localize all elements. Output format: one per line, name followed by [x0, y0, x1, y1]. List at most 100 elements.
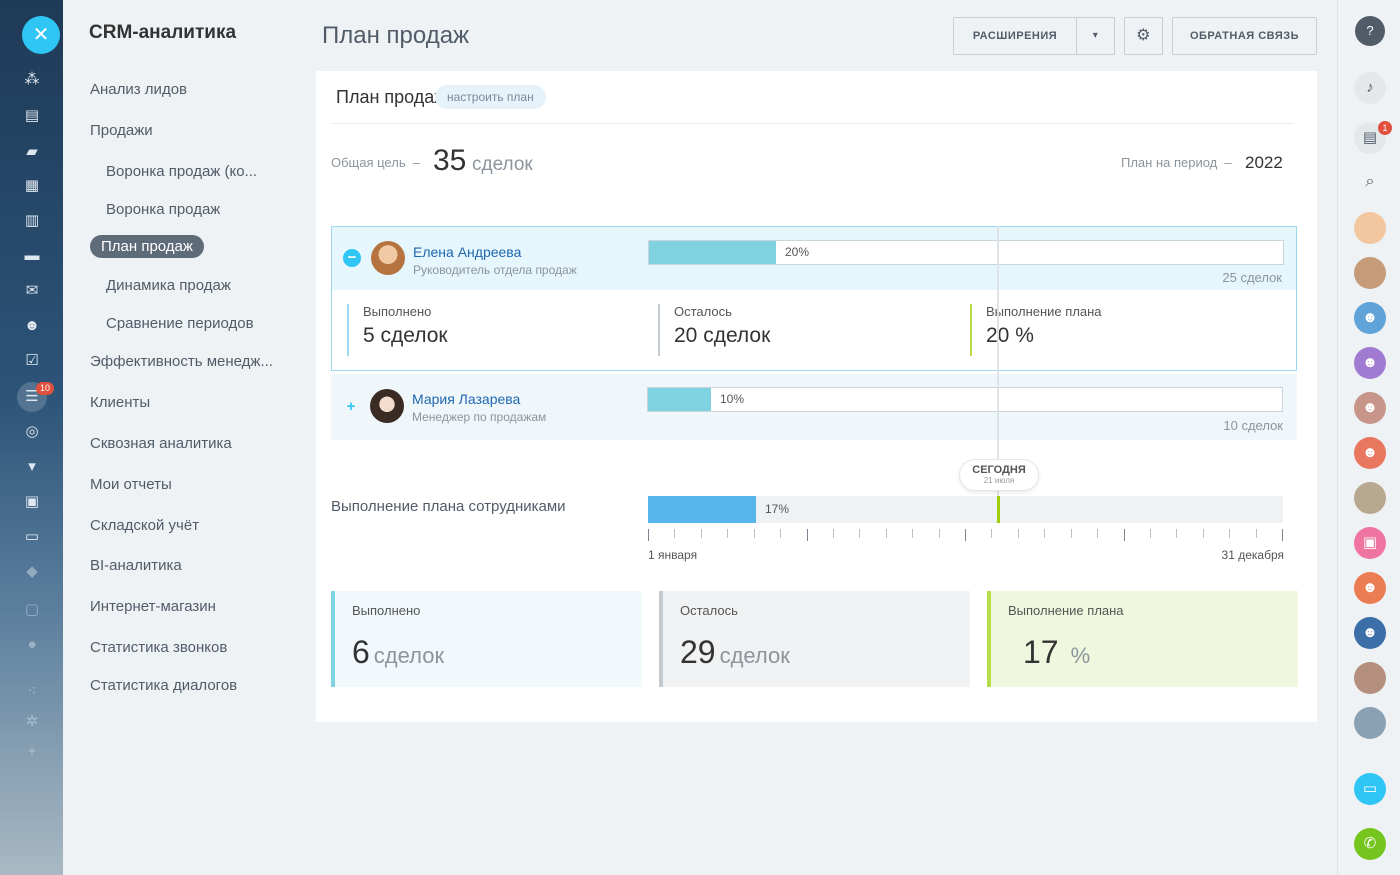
extensions-button[interactable]: РАСШИРЕНИЯ	[953, 17, 1077, 55]
calendar-icon[interactable]: ▦	[24, 177, 40, 194]
employee-progress-pct: 20%	[785, 245, 810, 259]
page-title: План продаж	[322, 22, 470, 49]
menu-item-leads[interactable]: Анализ лидов	[90, 81, 188, 98]
avatar[interactable]	[1354, 257, 1386, 289]
crm-analytics-menu: CRM-аналитика Анализ лидов Продажи Ворон…	[63, 0, 313, 875]
timeline-tick	[965, 529, 966, 541]
menu-item-warehouse[interactable]: Складской учёт	[90, 517, 200, 534]
timeline-tick	[833, 529, 834, 538]
group-chat-icon[interactable]: ☻	[1354, 302, 1386, 334]
summary-left: Осталось 29 сделок	[659, 591, 970, 687]
group-chat-icon[interactable]: ☻	[1354, 347, 1386, 379]
left-rail: ✕ ⁂ ▤ ▰ ▦ ▥ ▬ ✉ ☻ ☑ ☰ 10 ◎ ▾ ▣ ▭ ◆ ▢ ● ⁖…	[0, 0, 63, 875]
employee-progress-pct: 10%	[720, 392, 745, 406]
menu-item-eshop[interactable]: Интернет-магазин	[90, 598, 216, 615]
menu-item-compare[interactable]: Сравнение периодов	[106, 315, 254, 332]
contact-card-icon[interactable]: ▣	[24, 493, 40, 510]
menu-item-bi[interactable]: BI-аналитика	[90, 557, 182, 574]
menu-item-clients[interactable]: Клиенты	[90, 394, 151, 411]
configure-plan-button[interactable]: настроить план	[435, 85, 546, 109]
goal-label: Общая цель –	[331, 155, 421, 170]
check-circle-icon[interactable]: ●	[27, 636, 37, 653]
menu-item-funnel-co[interactable]: Воронка продаж (ко...	[106, 163, 258, 180]
timeline-tick	[859, 529, 860, 538]
employee-progress-fill	[649, 241, 776, 264]
card-title: План продаж	[336, 87, 447, 107]
search-icon[interactable]: ⌕	[1365, 173, 1375, 190]
avatar[interactable]	[1354, 662, 1386, 694]
stat-left: Осталось 20 сделок	[658, 304, 770, 356]
menu-item-sales[interactable]: Продажи	[90, 122, 153, 139]
timeline-tick	[886, 529, 887, 538]
screen-share-icon[interactable]: ▭	[1354, 773, 1386, 805]
box-icon[interactable]: ◆	[26, 563, 38, 580]
employee-progress-fill	[648, 388, 711, 411]
avatar[interactable]	[1354, 482, 1386, 514]
timeline-tick	[727, 529, 728, 538]
expand-icon[interactable]: +	[346, 398, 356, 415]
phone-icon[interactable]: ✆	[1354, 828, 1386, 860]
menu-item-efficiency[interactable]: Эффективность менедж...	[90, 353, 273, 370]
goal-value: 35	[433, 144, 467, 177]
timeline-tick	[780, 529, 781, 538]
timeline-ticks	[648, 529, 1283, 541]
collapse-icon[interactable]: −	[343, 249, 361, 267]
menu-item-end-to-end[interactable]: Сквозная аналитика	[90, 435, 232, 452]
total-progress-pct: 17%	[765, 502, 790, 516]
chat-badge: 1	[1378, 121, 1392, 135]
menu-title: CRM-аналитика	[89, 22, 237, 43]
group-chat-icon[interactable]: ☻	[1354, 572, 1386, 604]
divider	[331, 123, 1294, 124]
avatar[interactable]	[1354, 707, 1386, 739]
plus-icon[interactable]: +	[27, 743, 37, 760]
menu-item-my-reports[interactable]: Мои отчеты	[90, 476, 172, 493]
image-icon[interactable]: ▢	[24, 601, 40, 618]
crm-icon[interactable]: ☰	[25, 388, 39, 405]
timeline-tick	[1229, 529, 1230, 538]
timeline-tick	[1124, 529, 1125, 541]
today-marker: СЕГОДНЯ 21 июля	[959, 459, 1039, 491]
bell-icon[interactable]: ♪	[1354, 72, 1386, 104]
employee-goal: 25 сделок	[1222, 270, 1282, 285]
menu-item-dynamics[interactable]: Динамика продаж	[106, 277, 231, 294]
document-icon[interactable]: ▥	[24, 212, 40, 229]
settings-gear-icon[interactable]: ⚙	[1124, 17, 1163, 55]
group-chat-icon[interactable]: ☻	[1354, 437, 1386, 469]
group-chat-icon[interactable]: ☻	[1354, 392, 1386, 424]
help-icon[interactable]: ?	[1355, 16, 1385, 46]
extensions-dropdown-button[interactable]: ▾	[1076, 17, 1115, 55]
mail-icon[interactable]: ✉	[25, 282, 39, 299]
timeline-tick	[1203, 529, 1204, 538]
employee-name[interactable]: Елена Андреева	[413, 244, 522, 260]
timeline-tick	[754, 529, 755, 538]
target-icon[interactable]: ◎	[25, 423, 39, 440]
tasks-icon[interactable]: ▤	[24, 107, 40, 124]
drive-icon[interactable]: ▬	[24, 247, 40, 264]
group-chat-icon[interactable]: ☻	[1354, 617, 1386, 649]
menu-item-sales-plan[interactable]: План продаж	[90, 235, 204, 258]
feed-icon[interactable]: ⁂	[24, 71, 40, 88]
menu-item-funnel[interactable]: Воронка продаж	[106, 201, 221, 218]
sitemap-icon[interactable]: ⁖	[27, 683, 37, 700]
groups-icon[interactable]: ☻	[24, 317, 40, 334]
contact-icon[interactable]: ▣	[1354, 527, 1386, 559]
employee-name[interactable]: Мария Лазарева	[412, 391, 521, 407]
avatar[interactable]	[1354, 212, 1386, 244]
right-rail: ? ♪ ▤ 1 ⌕ ☻ ☻ ☻ ☻ ▣ ☻ ☻ ▭ ✆	[1337, 0, 1400, 875]
timeline-tick	[939, 529, 940, 538]
menu-item-calls[interactable]: Статистика звонков	[90, 639, 228, 656]
gear-icon[interactable]: ✲	[25, 713, 39, 730]
checklist-icon[interactable]: ☑	[25, 352, 39, 369]
menu-item-dialogs[interactable]: Статистика диалогов	[90, 677, 238, 694]
inbox-icon[interactable]: ▭	[24, 528, 40, 545]
chat-icon[interactable]: ▰	[26, 143, 38, 160]
employee-progress-bar: 20%	[648, 240, 1284, 265]
crm-badge: 10	[36, 382, 55, 395]
employee-role: Руководитель отдела продаж	[413, 263, 577, 277]
feedback-button[interactable]: ОБРАТНАЯ СВЯЗЬ	[1172, 17, 1317, 55]
close-icon[interactable]: ✕	[22, 16, 60, 54]
timeline-tick	[1018, 529, 1019, 538]
employee-progress-bar: 10%	[647, 387, 1283, 412]
summary-done: Выполнено 6 сделок	[331, 591, 642, 687]
cart-icon[interactable]: ▾	[28, 458, 36, 475]
